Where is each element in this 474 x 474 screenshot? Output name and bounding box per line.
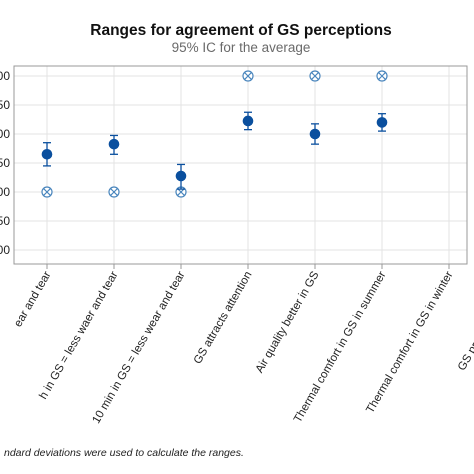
x-tick-label: GS attracts attention: [192, 270, 255, 367]
average-marker: [242, 115, 254, 127]
grid: [14, 66, 467, 264]
y-tick-label: 00: [0, 243, 10, 257]
average-point: [376, 113, 388, 132]
chart-title: Ranges for agreement of GS perceptions: [90, 22, 391, 39]
average-point: [41, 142, 53, 167]
reference-cross: [311, 72, 319, 80]
average-point: [242, 111, 254, 131]
reference-point: [41, 186, 53, 198]
y-tick-label: 50: [0, 214, 10, 228]
average-marker: [376, 117, 388, 128]
average-marker: [41, 149, 53, 160]
x-tick-label: GS protects from heat: [456, 269, 474, 373]
y-axis: 00 50 00 50 00 50 00: [0, 69, 10, 257]
average-marker: [108, 138, 120, 150]
average-point: [175, 163, 187, 190]
reference-cross: [244, 72, 252, 80]
average-point: [309, 123, 321, 145]
reference-cross: [378, 72, 386, 80]
x-tick-label: ear and tear: [12, 269, 53, 329]
y-tick-label: 50: [0, 156, 10, 170]
reference-point: [376, 70, 388, 82]
chart-subtitle: 95% IC for the average: [172, 40, 311, 55]
reference-cross: [177, 188, 185, 196]
x-tick-label: Air quality better in GS: [254, 269, 322, 375]
average-marker: [175, 170, 187, 182]
data-points: [41, 70, 388, 198]
reference-point: [108, 186, 120, 198]
y-tick-label: 00: [0, 69, 10, 83]
plot-area: [13, 65, 468, 265]
average-marker: [309, 128, 321, 140]
y-tick-label: 00: [0, 185, 10, 199]
y-tick-label: 50: [0, 98, 10, 112]
reference-point: [309, 70, 321, 82]
reference-cross: [43, 188, 51, 196]
footnote: ndard deviations were used to calculate …: [4, 447, 244, 459]
reference-cross: [110, 188, 118, 196]
average-point: [108, 134, 120, 155]
y-tick-label: 00: [0, 127, 10, 141]
x-tick-label: h in GS = less waer and tear: [37, 269, 120, 401]
reference-point: [242, 70, 254, 82]
